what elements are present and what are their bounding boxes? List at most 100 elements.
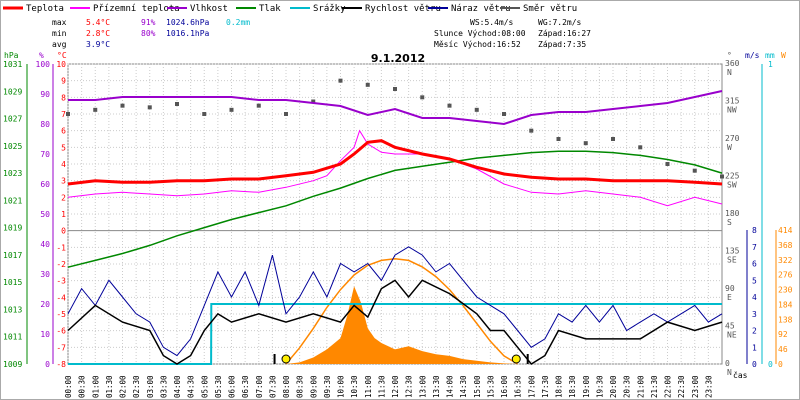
x-tick-label: 12:30 — [405, 375, 414, 398]
wind-tick-label: 5 — [752, 276, 757, 285]
direction-cardinal-label: E — [727, 293, 732, 302]
pressure-tick-label: 1021 — [3, 196, 22, 205]
pressure-tick-label: 1025 — [3, 142, 22, 151]
direction-tick-label: 225 — [725, 172, 740, 181]
x-tick-label: 19:30 — [595, 375, 604, 398]
x-tick-label: 08:30 — [296, 375, 305, 398]
wind-direction-point — [120, 103, 125, 108]
unit-w: W — [781, 51, 786, 60]
direction-cardinal-label: W — [727, 143, 732, 152]
temperature-tick-label: -1 — [56, 243, 66, 252]
pressure-tick-label: 1009 — [3, 360, 22, 369]
unit-hpa: hPa — [4, 51, 19, 60]
wind-wg: WG:7.2m/s — [538, 18, 582, 27]
x-tick-label: 13:00 — [418, 375, 427, 398]
wind-direction-point — [175, 102, 179, 106]
temperature-tick-label: 7 — [61, 110, 66, 119]
humidity-tick-label: 100 — [36, 60, 51, 69]
x-tick-label: 16:00 — [500, 375, 509, 398]
wind-direction-point — [311, 99, 316, 104]
moon-set: Západ:7:35 — [538, 40, 586, 49]
info-block: WS:5.4m/s WG:7.2m/s Slunce Východ:08:00 … — [434, 18, 591, 49]
direction-cardinal-label: NW — [727, 106, 737, 115]
stats-max-hum: 91% — [141, 18, 156, 27]
legend-item: Teplota — [3, 4, 64, 14]
solar-tick-label: 368 — [778, 241, 793, 250]
unit-pct: % — [39, 51, 44, 60]
wind-direction-point — [638, 145, 643, 150]
legend-label: Rychlost větru — [365, 4, 441, 14]
stats-min-hum: 80% — [141, 29, 156, 38]
sun-rise: Slunce Východ:08:00 — [434, 29, 526, 38]
x-tick-label: 03:30 — [159, 375, 168, 398]
humidity-tick-label: 10 — [40, 330, 50, 339]
temperature-tick-label: 0 — [61, 227, 66, 236]
direction-tick-label: 360 — [725, 59, 740, 68]
x-tick-label: 20:00 — [609, 375, 618, 398]
x-tick-label: 01:00 — [91, 375, 100, 398]
x-tick-label: 13:30 — [432, 375, 441, 398]
legend-item: Tlak — [236, 4, 281, 14]
stats-avg-temp: 3.9°C — [86, 40, 110, 49]
series-wind-gust — [67, 246, 723, 357]
direction-tick-label: 90 — [725, 284, 735, 293]
unit-deg: ° — [727, 51, 732, 60]
x-tick-label: 19:00 — [582, 375, 591, 398]
solar-tick-label: 184 — [778, 300, 793, 309]
unit-mm: mm — [765, 51, 775, 60]
legend-item: Vlhkost — [167, 4, 228, 14]
solar-tick-label: 0 — [778, 360, 783, 369]
direction-cardinal-label: N — [727, 368, 732, 377]
temperature-tick-label: -4 — [56, 293, 66, 302]
x-tick-label: 18:30 — [568, 375, 577, 398]
direction-cardinal-label: SW — [727, 181, 737, 190]
stats-block: max 5.4°C 91% 1024.6hPa 0.2mm min 2.8°C … — [52, 18, 250, 49]
x-tick-label: 06:30 — [241, 375, 250, 398]
x-tick-label: 09:00 — [309, 375, 318, 398]
humidity-tick-label: 0 — [45, 360, 50, 369]
temperature-tick-label: 5 — [61, 143, 66, 152]
x-tick-label: 22:30 — [677, 375, 686, 398]
pressure-tick-label: 1013 — [3, 305, 22, 314]
temperature-tick-label: -3 — [56, 277, 66, 286]
solar-tick-label: 138 — [778, 315, 793, 324]
x-tick-label: 14:00 — [446, 375, 455, 398]
x-tick-label: 05:00 — [200, 375, 209, 398]
rain-tick-label: 1 — [768, 60, 773, 69]
x-tick-label: 00:00 — [64, 375, 73, 398]
x-tick-label: 04:00 — [173, 375, 182, 398]
tick-labels: 00:00 00:30 01:00 01:30 02:00 02:30 03:00 03:30… — [3, 59, 793, 398]
series-rain — [68, 303, 722, 365]
chart-title: 9.1.2012 — [371, 52, 425, 65]
solar-tick-label: 46 — [778, 345, 788, 354]
wind-ws: WS:5.4m/s — [470, 18, 514, 27]
wind-direction-point — [720, 174, 724, 179]
sun-set: Západ:16:27 — [538, 29, 591, 38]
temperature-tick-label: 6 — [61, 127, 66, 136]
x-tick-label: 18:00 — [555, 375, 564, 398]
pressure-tick-label: 1029 — [3, 87, 22, 96]
wind-tick-label: 2 — [752, 327, 757, 336]
legend-label: Směr větru — [523, 4, 577, 14]
wind-tick-label: 7 — [752, 243, 757, 252]
humidity-tick-label: 50 — [40, 210, 50, 219]
x-tick-label: 00:30 — [78, 375, 87, 398]
axis-units: hPa % °C ° m/s mm W čas — [4, 51, 786, 380]
wind-tick-label: 4 — [752, 293, 757, 302]
legend-label: Srážky — [313, 4, 346, 14]
x-tick-label: 11:30 — [377, 375, 386, 398]
unit-degc: °C — [57, 51, 67, 60]
wind-direction-point — [66, 112, 70, 116]
wind-direction-point — [93, 107, 98, 112]
x-tick-label: 14:30 — [459, 375, 468, 398]
x-tick-label: 12:00 — [391, 375, 400, 398]
legend-label: Náraz větru — [451, 4, 511, 14]
x-tick-label: 20:30 — [623, 375, 632, 398]
legend-label: Přízemní teplota — [93, 4, 180, 14]
temperature-tick-label: 4 — [61, 160, 66, 169]
pressure-tick-label: 1015 — [3, 278, 22, 287]
temperature-tick-label: 3 — [61, 177, 66, 186]
stats-max-label: max — [52, 18, 67, 27]
x-tick-label: 17:00 — [527, 375, 536, 398]
